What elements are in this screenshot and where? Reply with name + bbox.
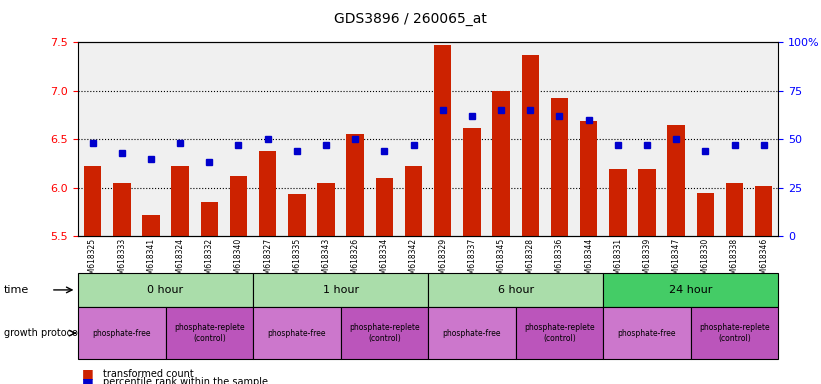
Bar (346, 134, 364, 236)
Bar (259, 151, 277, 236)
Bar (434, 45, 452, 236)
Bar (755, 186, 773, 236)
Text: phosphate-free: phosphate-free (93, 329, 151, 338)
Text: transformed count: transformed count (103, 369, 194, 379)
Text: phosphate-replete
(control): phosphate-replete (control) (524, 323, 594, 343)
Bar (521, 55, 539, 236)
Text: phosphate-replete
(control): phosphate-replete (control) (349, 323, 420, 343)
Text: phosphate-free: phosphate-free (268, 329, 326, 338)
Bar (172, 166, 189, 236)
Bar (288, 194, 305, 236)
Bar (463, 127, 480, 236)
Bar (667, 125, 685, 236)
Text: phosphate-free: phosphate-free (443, 329, 501, 338)
Bar (638, 169, 656, 236)
Bar (493, 91, 510, 236)
Bar (551, 98, 568, 236)
Bar (113, 183, 131, 236)
Text: GDS3896 / 260065_at: GDS3896 / 260065_at (334, 12, 487, 25)
Bar (405, 166, 422, 236)
Text: growth protocol: growth protocol (4, 328, 80, 338)
Text: phosphate-replete
(control): phosphate-replete (control) (174, 323, 245, 343)
Bar (726, 183, 743, 236)
Bar (609, 169, 626, 236)
Bar (696, 192, 714, 236)
Bar (142, 215, 160, 236)
Text: percentile rank within the sample: percentile rank within the sample (103, 377, 268, 384)
Text: 6 hour: 6 hour (498, 285, 534, 295)
Text: ■: ■ (82, 376, 94, 384)
Bar (376, 178, 393, 236)
Text: 1 hour: 1 hour (323, 285, 359, 295)
Text: 0 hour: 0 hour (148, 285, 184, 295)
Text: phosphate-replete
(control): phosphate-replete (control) (699, 323, 770, 343)
Text: 24 hour: 24 hour (669, 285, 713, 295)
Text: ■: ■ (82, 367, 94, 380)
Bar (84, 166, 101, 236)
Bar (200, 202, 218, 236)
Text: time: time (4, 285, 30, 295)
Bar (317, 183, 335, 236)
Bar (580, 121, 598, 236)
Text: phosphate-free: phosphate-free (617, 329, 677, 338)
Bar (230, 176, 247, 236)
